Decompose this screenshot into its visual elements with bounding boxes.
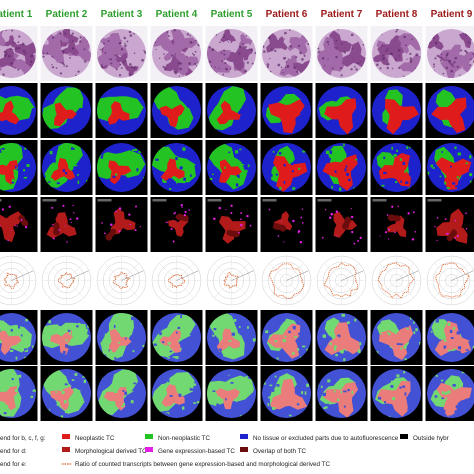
panel-r6-p2 [40,310,93,365]
panel-r1-p5 [205,26,258,81]
patient-header-5: Patient 5 [211,9,253,20]
legend-label-morph_tc: Morphological derived TC [75,448,147,455]
panel-r3-p2 [40,140,93,195]
patient-header-2: Patient 2 [46,9,88,20]
panel-r6-p3 [95,310,148,365]
panel-r2-p4 [150,83,203,138]
panel-r1-p7 [315,26,368,81]
panel-r5-p8 [370,253,423,308]
panel-r5-p1 [0,253,38,308]
panel-r6-p4 [150,310,203,365]
panel-r3-p1 [0,140,38,195]
panel-r7-p3 [95,366,148,421]
panel-r7-p4 [150,366,203,421]
legend-label-non_neoplastic: Non-neoplastic TC [158,435,210,442]
panel-r7-p1 [0,366,38,421]
panel-r2-p2 [40,83,93,138]
legend-label-no_tissue: No tissue or excluded parts due to autof… [253,435,399,442]
panel-r7-p2 [40,366,93,421]
panel-r2-p9 [425,83,474,138]
panel-r1-p8 [370,26,423,81]
panel-r2-p5 [205,83,258,138]
panel-r6-p7 [315,310,368,365]
legend: end for b, c, f, g: Neoplastic TC Non-neop… [0,434,449,468]
panel-r2-p6 [260,83,313,138]
image-grid [0,26,474,421]
panel-r7-p6 [260,366,313,421]
panel-r1-p2 [40,26,93,81]
legend-swatch-no_tissue [240,434,248,439]
panel-r4-p9 [425,197,474,252]
panel-r3-p4 [150,140,203,195]
legend-label-outside: Outside hybr [413,435,449,442]
patient-header-9: Patient 9 [431,9,473,20]
panel-r2-p8 [370,83,423,138]
panel-r5-p6 [260,253,313,308]
panel-r6-p8 [370,310,423,365]
panel-r6-p5 [205,310,258,365]
panel-r1-p3 [95,26,148,81]
panel-r3-p9 [425,140,474,195]
panel-r6-p1 [0,310,38,365]
patient-header-4: Patient 4 [156,9,198,20]
patient-header-3: Patient 3 [101,9,143,20]
panel-r7-p5 [205,366,258,421]
legend-swatch-overlap [240,447,248,452]
panel-r4-p1 [0,197,38,252]
panel-r1-p4 [150,26,203,81]
panel-r4-p5 [205,197,258,252]
panel-r7-p9 [425,366,474,421]
panel-r5-p4 [150,253,203,308]
panel-r7-p7 [315,366,368,421]
panel-r1-p1 [0,26,38,81]
legend-swatch-outside [400,434,408,439]
legend-prefix-2: end for d: [0,448,27,455]
legend-label-neoplastic: Neoplastic TC [75,435,115,442]
panel-r7-p8 [370,366,423,421]
panel-r5-p7 [315,253,368,308]
panel-r3-p7 [315,140,368,195]
panel-r6-p9 [425,310,474,365]
legend-swatch-non_neoplastic [145,434,153,439]
panel-r3-p8 [370,140,423,195]
panel-r4-p2 [40,197,93,252]
patient-header-6: Patient 6 [266,9,308,20]
panel-r5-p3 [95,253,148,308]
panel-r1-p9 [425,26,474,81]
legend-swatch-morph_tc [62,447,70,452]
legend-prefix-1: end for b, c, f, g: [0,435,46,442]
panel-r6-p6 [260,310,313,365]
panel-r2-p3 [95,83,148,138]
panel-r2-p1 [0,83,38,138]
patient-headers: Patient 1 Patient 2 Patient 3 Patient 4 Pati… [0,9,473,20]
legend-swatch-neoplastic [62,434,70,439]
panel-r1-p6 [260,26,313,81]
patient-header-7: Patient 7 [321,9,363,20]
panel-r5-p5 [205,253,258,308]
panel-r4-p6 [260,197,313,252]
legend-label-overlap: Overlap of both TC [253,448,307,455]
patient-header-1: Patient 1 [0,9,33,20]
panel-r2-p7 [315,83,368,138]
panel-r4-p3 [95,197,148,252]
legend-label-gene_tc: Gene expression-based TC [158,448,235,455]
panel-r4-p4 [150,197,203,252]
legend-label-ratio_line: Ratio of counted transcripts between gen… [75,461,331,468]
panel-r3-p6 [260,140,313,195]
panel-r3-p5 [205,140,258,195]
panel-r5-p2 [40,253,93,308]
legend-prefix-3: end for e: [0,461,27,468]
panel-r5-p9 [425,253,474,308]
panel-r3-p3 [95,140,148,195]
panel-r4-p7 [315,197,368,252]
legend-swatch-gene_tc [145,447,153,452]
panel-r4-p8 [370,197,423,252]
patient-header-8: Patient 8 [376,9,418,20]
